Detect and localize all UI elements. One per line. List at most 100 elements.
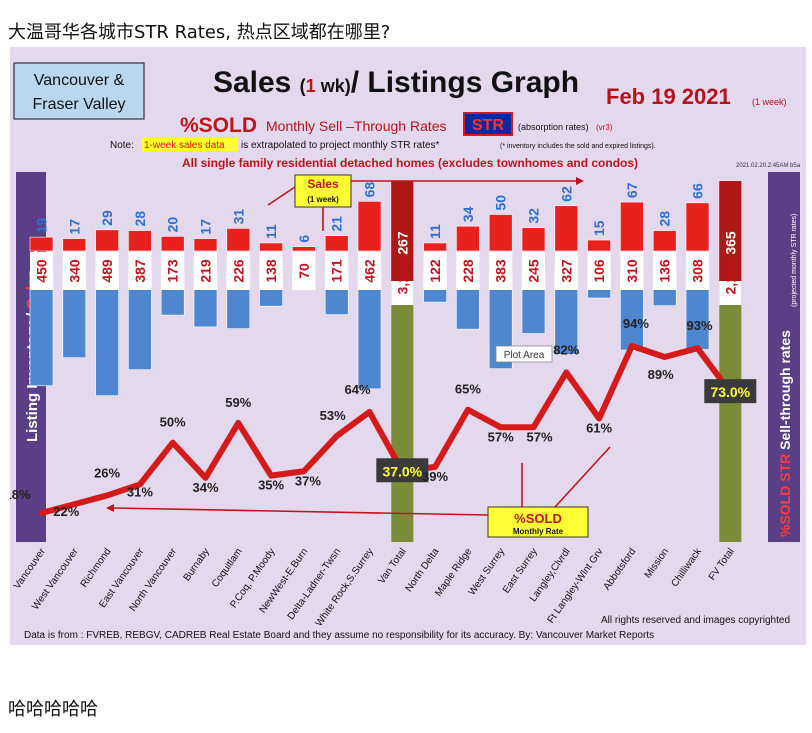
sales-label-18: 67 <box>624 182 640 198</box>
source-note: Data is from : FVREB, REBGV, CADREB Real… <box>24 630 654 641</box>
str-label-18: 94% <box>623 316 649 331</box>
sales-label-1: 17 <box>66 219 82 235</box>
inventory-label-10: 462 <box>362 259 378 283</box>
str-label-3: 31% <box>127 484 153 499</box>
sales-label-14: 50 <box>493 195 509 211</box>
str-note: (absorption rates) <box>518 122 589 132</box>
inv-label-bg-20 <box>686 252 709 290</box>
x-tick-label-6: Coquitlam <box>210 546 245 589</box>
sales-bar-2 <box>95 229 119 252</box>
str-label-19: 89% <box>648 367 674 382</box>
inv-label-bg-15 <box>522 252 545 290</box>
inv-label-bg-1 <box>62 252 86 290</box>
str-box-label: STR <box>472 117 504 134</box>
sales-callout: Sales <box>307 177 339 191</box>
sales-label-9: 21 <box>329 216 345 232</box>
str-label-14: 57% <box>488 429 514 444</box>
detached-line: All single family residential detached h… <box>182 156 638 170</box>
sales-bar-16 <box>554 205 579 252</box>
str-label-5: 34% <box>192 480 218 495</box>
str-label-4: 50% <box>160 415 186 430</box>
timestamp: 2021.02.20.2:45AM b5a <box>736 163 801 169</box>
version: (vr3) <box>596 123 613 132</box>
inventory-label-11: 3,125 <box>394 259 410 294</box>
x-tick-label-0: Vancouver <box>12 546 48 591</box>
inv-label-bg-14 <box>489 252 513 290</box>
right-axis-small: (projected monthly STR rates) <box>791 214 798 307</box>
sold-arrow-left <box>113 507 489 516</box>
inv-label-bg-4 <box>161 252 185 290</box>
x-tick-label-21: FV Total <box>707 546 737 582</box>
inv-label-bg-12 <box>423 252 447 290</box>
note-prefix: Note: <box>110 140 134 151</box>
str-label-10: 64% <box>344 382 370 397</box>
str-label-15: 57% <box>526 429 552 444</box>
inventory-label-12: 122 <box>427 259 443 283</box>
sales-label-21: 365 <box>722 231 738 255</box>
inventory-label-4: 173 <box>165 259 181 283</box>
inv-label-bg-18 <box>620 252 644 290</box>
str-label-16: 82% <box>553 342 579 357</box>
x-tick-label-5: Burnaby <box>182 546 212 583</box>
sales-bar-5 <box>193 238 218 252</box>
str-label-11: 37.0% <box>382 463 422 479</box>
post-title: 大温哥华各城市STR Rates, 热点区域都在哪里? <box>8 22 391 43</box>
badge-box <box>13 62 145 120</box>
sales-bar-0 <box>29 236 54 252</box>
sales-label-19: 28 <box>657 211 673 227</box>
plot-area-box <box>495 345 553 363</box>
str-label-20: 93% <box>686 318 712 333</box>
inventory-label-3: 387 <box>132 259 148 283</box>
inv-label-bg-2 <box>95 252 119 290</box>
sales-label-8: 6 <box>296 235 312 243</box>
plot-area-tooltip: Plot Area <box>504 350 545 361</box>
sales-bar-20 <box>685 202 710 252</box>
inventory-label-14: 383 <box>493 259 509 283</box>
sales-bar-19 <box>652 230 677 252</box>
str-label-17: 61% <box>586 421 612 436</box>
sales-arrowhead-right <box>576 177 584 185</box>
copyright: All rights reserved and images copyright… <box>601 615 790 626</box>
note-small: (* inventory includes the sold and expir… <box>500 143 656 150</box>
str-label-21: 73.0% <box>710 384 750 400</box>
str-label-0: 18% <box>10 487 31 502</box>
str-label-7: 35% <box>258 478 284 493</box>
sales-bar-17 <box>587 239 611 252</box>
note-highlight: 1-week sales data <box>144 140 225 151</box>
inv-label-bg-6 <box>226 252 250 290</box>
inv-label-bg-8 <box>292 252 316 290</box>
str-label-12: 39% <box>422 469 448 484</box>
str-box <box>463 112 513 136</box>
chart-date-note: (1 week) <box>752 97 787 107</box>
str-label-2: 26% <box>94 465 120 480</box>
total-sales-bar-11 <box>391 181 414 281</box>
sales-label-5: 17 <box>198 219 214 235</box>
str-total-bg-11 <box>376 458 429 483</box>
sales-callout-sub: (1 week) <box>307 195 339 204</box>
note-text: is extrapolated to project monthly STR r… <box>241 140 440 151</box>
inventory-label-8: 70 <box>296 263 312 279</box>
x-tick-label-18: Abbotsford <box>602 546 639 592</box>
sold-arrow-right <box>554 446 611 508</box>
inventory-label-21: 2,165 <box>722 259 738 294</box>
sales-label-20: 66 <box>690 183 706 199</box>
sales-bar-18 <box>620 201 644 252</box>
str-label-9: 53% <box>320 408 346 423</box>
chart-date: Feb 19 2021 <box>606 84 731 109</box>
inv-label-bg-3 <box>128 252 152 290</box>
post-footer: 哈哈哈哈哈 <box>8 699 98 720</box>
sales-label-15: 32 <box>526 208 542 224</box>
sales-label-13: 34 <box>460 206 476 222</box>
x-tick-label-10: White Rock,S.Surrey <box>314 546 376 628</box>
inv-label-bg-19 <box>653 252 677 290</box>
sales-bar-4 <box>160 236 185 252</box>
sales-bar-13 <box>456 225 480 252</box>
inventory-label-0: 450 <box>34 259 50 283</box>
sales-bar-10 <box>357 201 382 252</box>
sold-callout-box <box>487 506 589 538</box>
note-highlight-bg <box>142 138 238 151</box>
subtitle-sold: %SOLD <box>180 114 257 137</box>
sales-bar-15 <box>521 227 546 252</box>
subtitle-rest: Monthly Sell –Through Rates <box>266 118 447 134</box>
inv-label-bg-7 <box>259 252 283 290</box>
